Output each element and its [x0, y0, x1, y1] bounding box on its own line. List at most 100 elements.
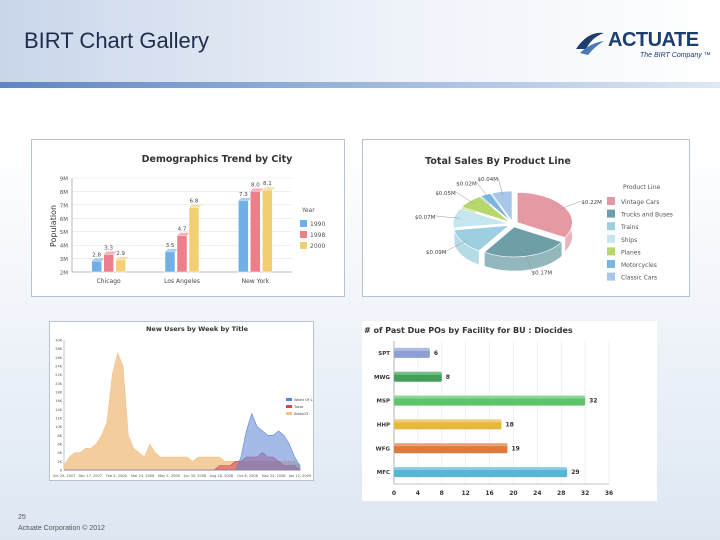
slice-leader-line	[525, 253, 532, 272]
data-label: 29	[571, 469, 579, 476]
bar	[238, 200, 249, 273]
slice-leader-line	[476, 182, 489, 198]
bar	[262, 189, 273, 273]
y-tick-label: 3M	[60, 257, 68, 263]
legend-label: 1998	[310, 232, 325, 239]
x-tick-label: Feb 4, 2008	[106, 474, 127, 478]
slice-leader-line	[560, 200, 582, 210]
logo-wordmark: ACTUATE	[608, 29, 699, 51]
data-label: 4.7	[178, 227, 187, 233]
copyright: Actuate Corporation © 2012	[18, 525, 105, 532]
x-tick-label: 4	[416, 490, 420, 497]
bar	[394, 371, 442, 382]
y-axis-label: Population	[49, 205, 58, 247]
y-tick-label: 9M	[60, 177, 68, 183]
actuate-swoosh-icon	[576, 32, 604, 55]
legend-swatch	[607, 222, 615, 231]
legend-label: Classic Cars	[621, 275, 657, 282]
legend-swatch	[607, 234, 615, 243]
legend-title: Year	[301, 207, 315, 214]
x-tick-label: Chicago	[97, 278, 121, 285]
bar	[394, 419, 502, 430]
legend-swatch	[607, 209, 615, 218]
legend-swatch	[300, 242, 307, 249]
data-label: 2.8	[92, 252, 101, 258]
slice-label: $0.04M	[478, 177, 499, 183]
actuate-logo: ACTUATE The BIRT Company ™	[574, 25, 714, 65]
bar-top	[115, 256, 129, 260]
chart-title: Demographics Trend by City	[142, 154, 294, 165]
x-tick-label: 28	[557, 490, 565, 497]
legend-label: Tutor	[293, 404, 304, 409]
legend-label: Word Of Life	[294, 397, 313, 402]
x-tick-label: Dec 17, 2007	[78, 474, 101, 478]
y-tick-label: 22K	[55, 373, 62, 377]
chart-title: Total Sales By Product Line	[425, 156, 571, 167]
data-label: 3.3	[104, 246, 113, 252]
x-tick-label: 0	[392, 490, 396, 497]
x-tick-label: 20	[509, 490, 517, 497]
demographics-chart: Demographics Trend by City Population 2M 3M…	[49, 154, 325, 285]
bar-highlight	[394, 467, 568, 471]
y-tick-label: MWG	[374, 375, 391, 381]
y-tick-label: 0	[60, 469, 62, 473]
y-tick-label: 24K	[55, 365, 62, 369]
y-tick-label: 4K	[57, 451, 62, 455]
data-label: 18	[506, 421, 514, 428]
y-tick-label: MFC	[377, 470, 390, 476]
y-tick-label: 2K	[57, 460, 62, 464]
legend-swatch	[286, 398, 292, 401]
y-tick-label: 5M	[60, 230, 68, 236]
legend-swatch	[607, 197, 615, 205]
x-tick-label: Jan 12, 2009	[288, 474, 311, 478]
slice-leader-line	[446, 239, 468, 252]
slice-label: $0.17M	[532, 271, 553, 277]
x-tick-label: May 5, 2008	[158, 474, 180, 478]
bar-highlight	[394, 443, 508, 447]
bar-highlight	[394, 419, 502, 423]
y-tick-label: HHP	[377, 422, 390, 428]
bar	[176, 235, 188, 273]
bar-highlight	[394, 347, 430, 351]
legend-label: 1990	[310, 221, 325, 228]
x-tick-label: Oct 6, 2008	[237, 474, 258, 478]
bar-top	[189, 204, 202, 208]
y-tick-label: 20K	[55, 382, 62, 386]
bar-highlight	[394, 395, 586, 399]
bar-top	[250, 188, 264, 192]
y-tick-label: 18K	[55, 391, 62, 395]
x-tick-label: Los Angeles	[164, 278, 200, 285]
x-tick-label: 36	[605, 490, 613, 497]
legend-label: 2000	[310, 243, 325, 250]
y-tick-label: 26K	[55, 356, 62, 360]
bar	[164, 251, 176, 273]
legend-label: Motorcycles	[621, 262, 657, 269]
x-tick-label: Mar 24, 2008	[131, 474, 154, 478]
bar	[394, 443, 508, 454]
legend-title: Product Line	[623, 184, 661, 191]
y-tick-label: WFG	[376, 446, 391, 452]
header-accent-line	[0, 82, 720, 88]
y-tick-label: SPT	[378, 351, 390, 357]
y-tick-label: 8M	[60, 190, 68, 196]
pie-slice	[453, 225, 510, 252]
chart-title: # of Past Due POs by Facility for BU : D…	[364, 326, 573, 335]
data-label: 7.3	[239, 192, 248, 198]
bar-top	[165, 248, 178, 252]
legend-swatch	[607, 247, 615, 256]
y-tick-label: 7M	[60, 203, 68, 209]
new-users-panel: New Users by Week by Title 0 2K 4K 6K 8K 10K 12…	[49, 321, 318, 481]
bar-top	[262, 187, 276, 191]
bar	[394, 347, 430, 358]
x-tick-label: 16	[485, 490, 493, 497]
slide-header	[0, 0, 720, 82]
slice-label: $0.07M	[415, 215, 436, 221]
legend-label: Ships	[621, 237, 637, 244]
bar	[91, 261, 102, 273]
y-tick-label: 10K	[55, 425, 62, 429]
bar-highlight	[394, 371, 442, 375]
new-users-chart: New Users by Week by Title 0 2K 4K 6K 8K 10K 12…	[53, 325, 318, 478]
y-tick-label: 6K	[57, 443, 62, 447]
x-tick-label: New York	[242, 278, 270, 285]
y-tick-label: 30K	[55, 339, 62, 343]
